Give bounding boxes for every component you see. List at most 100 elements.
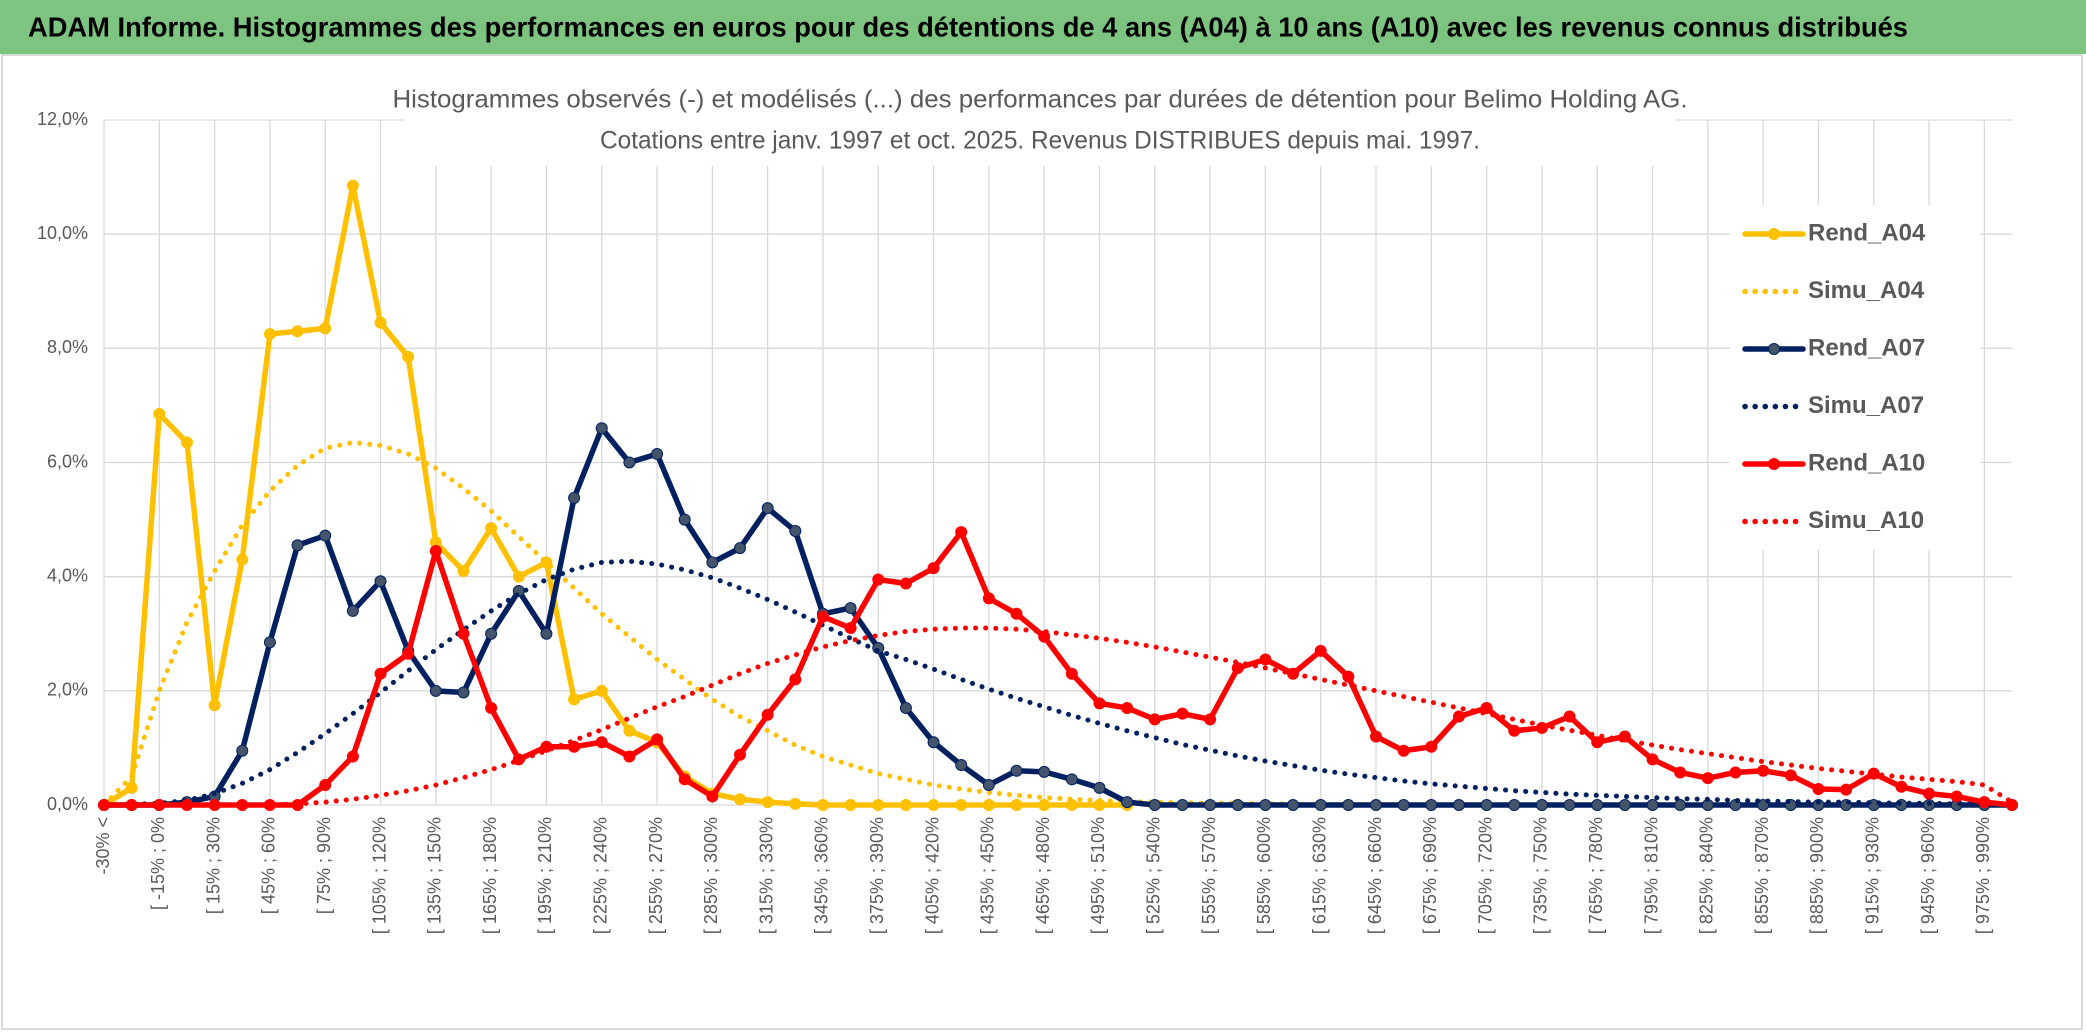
x-tick-label: [ -15% ; 0% (148, 817, 168, 910)
series-marker (1038, 799, 1051, 811)
series-marker (789, 797, 802, 810)
series-marker (844, 622, 857, 635)
x-tick-label: [ 615% ; 630% (1309, 817, 1329, 934)
series-marker (540, 627, 553, 640)
series-marker (1452, 710, 1465, 723)
series-marker (180, 436, 193, 449)
x-tick-label: [ 525% ; 540% (1144, 817, 1164, 934)
series-marker (1121, 701, 1134, 714)
x-tick-label: [ 405% ; 420% (922, 817, 942, 934)
x-tick-label: [ 285% ; 300% (701, 817, 721, 934)
series-marker (1784, 769, 1797, 782)
series-line (101, 529, 2015, 808)
legend-label: Simu_A04 (1808, 277, 1925, 304)
series-marker (1314, 799, 1327, 811)
series-marker (236, 553, 249, 566)
x-tick-label: [ 135% ; 150% (425, 817, 445, 934)
series-marker (899, 701, 912, 714)
x-tick-label: [ 795% ; 810% (1641, 817, 1661, 934)
series-marker (678, 513, 691, 526)
series-marker (1508, 724, 1521, 737)
series-marker (1618, 799, 1631, 811)
series-marker (1812, 783, 1825, 796)
x-tick-label: [ 705% ; 720% (1475, 817, 1495, 934)
x-tick-label: [ 375% ; 390% (867, 817, 887, 934)
series-marker (761, 708, 774, 721)
header-title: ADAM Informe. Histogrammes des performan… (28, 11, 1908, 42)
series-marker (789, 525, 802, 537)
x-tick-label: [ 915% ; 930% (1862, 817, 1882, 934)
series-marker (1425, 799, 1438, 811)
series-marker (982, 592, 995, 605)
legend-label: Rend_A07 (1808, 334, 1925, 361)
series-marker (512, 570, 525, 583)
series-marker (899, 799, 912, 811)
series-marker (1342, 799, 1355, 811)
x-tick-label: [ 855% ; 870% (1752, 817, 1772, 934)
x-tick-label: [ 75% ; 90% (314, 817, 334, 914)
series-marker (1397, 744, 1410, 757)
series-marker (457, 564, 470, 577)
series-line (101, 425, 2015, 808)
series-marker (1370, 730, 1382, 743)
series-marker (1646, 799, 1659, 811)
series-marker (1038, 765, 1051, 778)
series-marker (1646, 753, 1659, 766)
y-tick-label: 2,0% (47, 680, 88, 700)
series-marker (457, 627, 470, 640)
series-marker (1010, 764, 1023, 777)
series-marker (816, 799, 829, 811)
chart-border (1, 54, 2083, 1030)
series-marker (872, 573, 885, 586)
series-marker (236, 744, 249, 757)
series-marker (816, 610, 829, 623)
y-tick-label: 12,0% (37, 109, 88, 129)
series-marker (1176, 707, 1189, 720)
series-marker (125, 781, 138, 794)
x-tick-label: [ 105% ; 120% (369, 817, 389, 934)
series-marker (1204, 799, 1217, 811)
series-marker (291, 325, 304, 338)
x-tick-label: -30% < (93, 817, 113, 875)
series-marker (1812, 799, 1825, 811)
series-marker (1259, 799, 1272, 811)
x-tick-label: [ 825% ; 840% (1697, 817, 1717, 934)
series-marker (1010, 799, 1023, 811)
series-marker (568, 693, 581, 706)
y-tick-label: 10,0% (37, 223, 88, 243)
legend-label: Rend_A04 (1808, 219, 1926, 246)
series-marker (1065, 773, 1078, 786)
series-line (101, 625, 2015, 808)
series-marker (955, 526, 968, 539)
series-marker (346, 750, 359, 763)
series-marker (1674, 799, 1687, 811)
x-tick-label: [ 465% ; 480% (1033, 817, 1053, 934)
legend-label: Rend_A10 (1808, 449, 1925, 476)
x-tick-label: [ 765% ; 780% (1586, 817, 1606, 934)
series-marker (955, 799, 968, 811)
series-marker (1480, 799, 1493, 811)
series-marker (1010, 607, 1023, 620)
legend-label: Simu_A07 (1808, 392, 1924, 419)
x-tick-label: [ 345% ; 360% (812, 817, 832, 934)
series-marker (706, 556, 719, 569)
series-marker (1701, 772, 1714, 785)
series-marker (374, 667, 387, 680)
series-marker (1978, 796, 1991, 809)
legend-label: Simu_A10 (1808, 507, 1924, 534)
series-marker (872, 799, 885, 811)
series-marker (1397, 799, 1410, 811)
series-marker (429, 684, 442, 697)
series-marker (1591, 799, 1604, 811)
legend-marker (1768, 458, 1780, 470)
x-tick-label: [ 975% ; 990% (1973, 817, 1993, 934)
series-marker (1729, 766, 1742, 779)
series-marker (1121, 796, 1134, 809)
series-marker (319, 322, 332, 335)
series-marker (429, 544, 442, 557)
series-marker (1176, 799, 1189, 811)
x-tick-label: [ 675% ; 690% (1420, 817, 1440, 934)
series-marker (1231, 799, 1244, 811)
series-marker (1535, 799, 1548, 811)
